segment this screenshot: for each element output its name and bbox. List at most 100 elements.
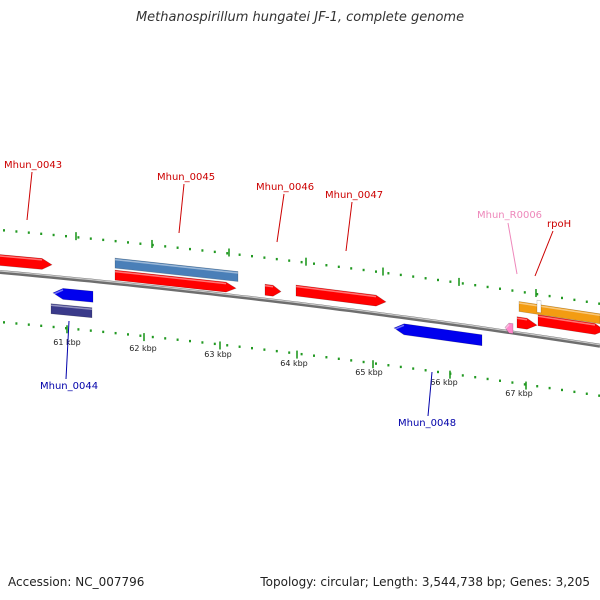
- lower-grid-dot: [151, 335, 154, 339]
- upper-grid-dot: [536, 293, 539, 296]
- tick-label: 61 kbp: [53, 338, 81, 347]
- lower-grid-dot: [263, 348, 266, 351]
- upper-grid-dot: [399, 273, 402, 277]
- gene-mhun-0043-shine: [0, 255, 43, 261]
- lower-grid-dot: [65, 326, 67, 330]
- lower-grid-dot: [3, 321, 5, 324]
- gene-label: Mhun_0045: [157, 172, 215, 183]
- outer-grid-dots: [3, 229, 600, 305]
- gene-mhun-r0006: [504, 322, 514, 334]
- gene-mhun-0046-shine: [264, 284, 274, 288]
- lower-grid-dot: [238, 345, 241, 348]
- lower-grid-dot: [362, 360, 365, 364]
- gene-mhun-0046: [264, 283, 282, 297]
- tick-label: 63 kbp: [204, 350, 232, 359]
- upper-grid-dot: [573, 298, 576, 302]
- upper-grid-dot: [89, 237, 92, 240]
- gene-label-leader: [534, 230, 554, 277]
- tick-label: 65 kbp: [355, 368, 383, 377]
- gene-rpoh-partial-shine: [516, 317, 528, 321]
- upper-grid-dot: [288, 259, 291, 262]
- upper-grid-dot: [499, 287, 501, 290]
- lower-grid-dot: [189, 339, 191, 343]
- lower-grid-dot: [375, 362, 377, 365]
- lower-grid-dot: [424, 369, 427, 372]
- upper-grid-dot: [27, 231, 30, 234]
- gene-label: Mhun_0047: [325, 190, 383, 201]
- gene-rpoh-shine: [537, 315, 596, 326]
- lower-grid-dot: [89, 329, 92, 332]
- upper-grid-dot: [52, 233, 55, 237]
- upper-grid-dot: [176, 246, 179, 249]
- upper-grid-dot: [127, 241, 129, 244]
- lower-grid-dot: [40, 324, 43, 328]
- lower-grid-dot: [461, 374, 464, 377]
- lower-grid-dot: [412, 367, 415, 370]
- lower-grid-dot: [548, 386, 551, 390]
- gene-label-leader: [276, 193, 285, 243]
- gene-label: Mhun_0044: [40, 381, 98, 392]
- upper-grid-dot: [598, 302, 600, 305]
- lower-grid-dot: [325, 356, 328, 359]
- upper-grid-dot: [238, 253, 241, 256]
- upper-grid-dot: [164, 245, 167, 248]
- backbone-line: [0, 270, 600, 348]
- upper-grid-dot: [461, 282, 464, 285]
- inner-grid-dots: [3, 321, 600, 397]
- tick-label: 67 kbp: [505, 389, 533, 398]
- tick-label: 64 kbp: [280, 359, 308, 368]
- gene-label-leader: [427, 371, 433, 417]
- lower-grid-dot: [15, 322, 18, 325]
- upper-grid-dot: [3, 229, 5, 232]
- upper-grid-dot: [437, 278, 439, 282]
- lower-grid-dot: [573, 390, 576, 394]
- lower-grid-dot: [176, 338, 179, 341]
- gene-label-leader: [507, 222, 518, 275]
- upper-grid-dot: [263, 256, 266, 259]
- upper-grid-dot: [77, 236, 80, 239]
- lower-grid-dot: [102, 330, 105, 334]
- gene-mhun-0044-homolog: [50, 303, 93, 319]
- gene-mhun-0045: [114, 269, 237, 293]
- upper-grid-dot: [585, 300, 588, 303]
- gene-mhun-0048-shine: [393, 324, 405, 331]
- lower-grid-dot: [213, 342, 216, 346]
- lower-grid-dot: [114, 331, 117, 335]
- upper-grid-dot: [523, 291, 526, 294]
- lower-grid-dot: [300, 352, 303, 356]
- gene-label-leader: [65, 320, 70, 380]
- upper-grid-dot: [300, 260, 303, 264]
- upper-grid-dot: [313, 262, 315, 265]
- gene-rpoh-partial: [516, 316, 538, 330]
- upper-grid-dot: [114, 239, 117, 243]
- lower-grid-dot: [350, 359, 353, 362]
- gene-label-leader: [178, 183, 185, 234]
- gene-mhun-0044-homolog-shine: [50, 304, 93, 310]
- upper-grid-dot: [424, 277, 427, 280]
- gene-mhun-0045-homolog: [114, 257, 239, 282]
- lower-grid-dot: [77, 328, 80, 331]
- lower-grid-dot: [201, 341, 204, 344]
- gene-mhun-r0006-shine: [504, 324, 510, 330]
- upper-grid-dot: [65, 234, 67, 238]
- gene-label-leader: [345, 201, 353, 252]
- rpoh-gap-shine: [536, 300, 542, 304]
- gene-mhun-0044-shine: [52, 289, 64, 296]
- lower-grid-dot: [598, 394, 600, 397]
- upper-grid-dot: [213, 250, 216, 254]
- map-title: Methanospirillum hungatei JF-1, complete…: [135, 10, 465, 25]
- lower-grid-dot: [536, 385, 539, 388]
- gene-mhun-0043: [0, 254, 53, 270]
- lower-grid-dot: [523, 383, 526, 386]
- lower-grid-dot: [585, 392, 588, 395]
- feature-layer: [0, 254, 600, 347]
- lower-grid-dot: [486, 377, 489, 381]
- upper-grid-dot: [548, 294, 551, 298]
- lower-grid-dot: [226, 344, 229, 347]
- lower-grid-dot: [499, 379, 501, 382]
- upper-grid-dot: [251, 254, 253, 258]
- gene-mhun-0047: [295, 284, 387, 307]
- upper-grid-dot: [226, 252, 229, 255]
- gene-mhun-0044: [52, 288, 94, 303]
